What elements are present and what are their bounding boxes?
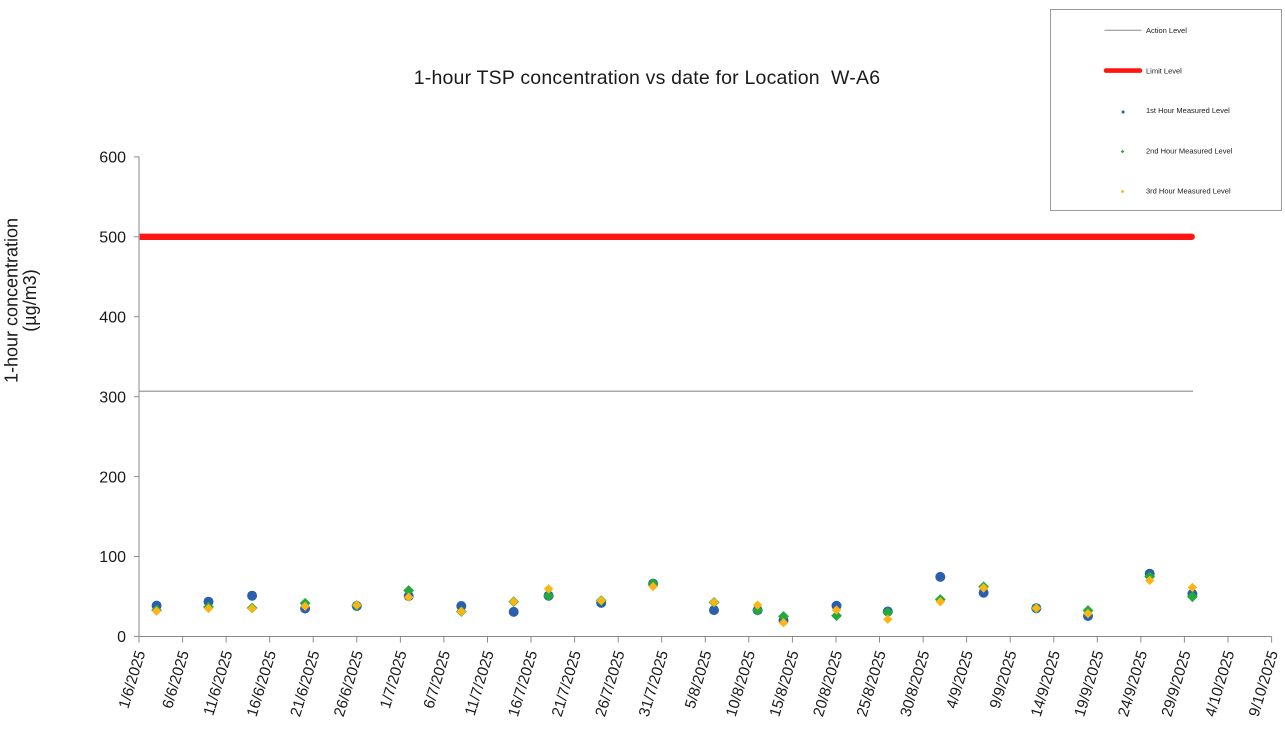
svg-text:1-hour concentration(µg/m3): 1-hour concentration(µg/m3) [2,218,41,383]
svg-text:100: 100 [99,549,126,566]
svg-text:2nd Hour Measured Level: 2nd Hour Measured Level [1146,147,1233,156]
svg-text:500: 500 [99,230,126,247]
svg-text:600: 600 [99,150,126,167]
svg-text:0: 0 [117,629,126,646]
svg-text:1st Hour Measured Level: 1st Hour Measured Level [1146,106,1230,115]
svg-text:400: 400 [99,309,126,326]
svg-text:3rd Hour Measured Level: 3rd Hour Measured Level [1146,187,1231,196]
svg-text:300: 300 [99,389,126,406]
svg-text:200: 200 [99,469,126,486]
svg-text:1-hour TSP concentration vs da: 1-hour TSP concentration vs date for Loc… [414,67,881,89]
svg-text:Action Level: Action Level [1146,26,1187,35]
svg-text:Limit Level: Limit Level [1146,66,1182,75]
